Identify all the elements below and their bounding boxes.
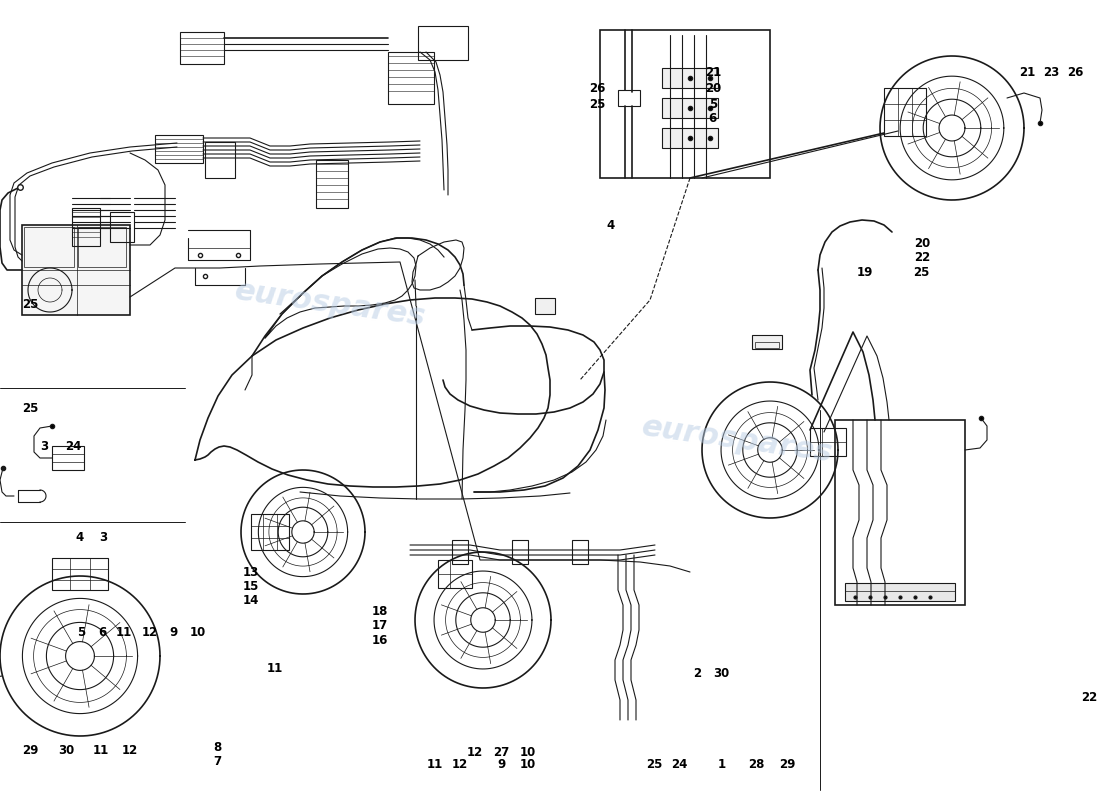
- Text: 11: 11: [267, 662, 283, 675]
- Text: 28: 28: [749, 758, 764, 771]
- Bar: [662, 128, 718, 148]
- Text: 9: 9: [169, 626, 178, 638]
- Text: 20: 20: [914, 237, 929, 250]
- Bar: [884, 88, 926, 136]
- Text: 30: 30: [714, 667, 729, 680]
- Bar: [155, 135, 204, 163]
- Text: 18: 18: [372, 605, 387, 618]
- Bar: [316, 160, 348, 208]
- Bar: [418, 26, 468, 60]
- Text: 9: 9: [497, 758, 506, 771]
- Bar: [72, 208, 100, 246]
- Text: 6: 6: [98, 626, 107, 638]
- Bar: [535, 298, 556, 314]
- Text: 12: 12: [452, 758, 468, 771]
- Text: 12: 12: [122, 744, 138, 757]
- Bar: [388, 52, 434, 104]
- Bar: [600, 30, 770, 178]
- Text: 14: 14: [243, 594, 258, 606]
- Text: 21: 21: [705, 66, 720, 78]
- Bar: [180, 32, 224, 64]
- Bar: [205, 142, 235, 178]
- Text: 3: 3: [99, 531, 108, 544]
- Bar: [845, 583, 955, 601]
- Text: 22: 22: [1081, 691, 1097, 704]
- Bar: [52, 446, 84, 470]
- Bar: [572, 540, 588, 564]
- Bar: [438, 560, 472, 588]
- Text: 12: 12: [468, 746, 483, 758]
- Bar: [22, 225, 130, 315]
- Text: 3: 3: [40, 440, 48, 453]
- Bar: [752, 335, 782, 349]
- Text: 19: 19: [857, 266, 872, 278]
- Text: 25: 25: [23, 298, 38, 310]
- Text: 13: 13: [243, 566, 258, 579]
- Text: 5: 5: [77, 626, 86, 638]
- Text: eurospares: eurospares: [639, 412, 835, 468]
- Text: 25: 25: [914, 266, 929, 278]
- Text: 23: 23: [1044, 66, 1059, 78]
- Bar: [810, 428, 846, 456]
- Text: 11: 11: [117, 626, 132, 638]
- Bar: [251, 514, 289, 550]
- Text: 20: 20: [705, 82, 720, 94]
- Text: 10: 10: [190, 626, 206, 638]
- Text: 27: 27: [494, 746, 509, 758]
- Text: 26: 26: [590, 82, 605, 94]
- Text: 26: 26: [1068, 66, 1084, 78]
- Text: 29: 29: [23, 744, 38, 757]
- Text: 12: 12: [142, 626, 157, 638]
- Bar: [452, 540, 468, 564]
- Text: 22: 22: [914, 251, 929, 264]
- Bar: [110, 212, 134, 242]
- Text: 10: 10: [520, 758, 536, 771]
- Text: 24: 24: [672, 758, 688, 771]
- Text: 24: 24: [66, 440, 81, 453]
- Bar: [24, 227, 74, 267]
- Text: 15: 15: [243, 580, 258, 593]
- Text: 4: 4: [75, 531, 84, 544]
- Text: 5: 5: [708, 98, 717, 110]
- Text: 11: 11: [94, 744, 109, 757]
- Text: 7: 7: [213, 755, 222, 768]
- Text: 25: 25: [23, 402, 38, 414]
- Text: 6: 6: [708, 112, 717, 125]
- Bar: [78, 227, 126, 267]
- Bar: [512, 540, 528, 564]
- Bar: [835, 420, 965, 605]
- Bar: [52, 558, 108, 590]
- Text: 8: 8: [213, 741, 222, 754]
- Text: 11: 11: [427, 758, 442, 771]
- Text: 17: 17: [372, 619, 387, 632]
- Bar: [755, 342, 779, 348]
- Bar: [618, 90, 640, 106]
- Text: 25: 25: [590, 98, 605, 110]
- Bar: [662, 68, 718, 88]
- Text: 1: 1: [717, 758, 726, 771]
- Text: 29: 29: [780, 758, 795, 771]
- Text: 2: 2: [693, 667, 702, 680]
- Text: 30: 30: [58, 744, 74, 757]
- Text: 21: 21: [1020, 66, 1035, 78]
- Text: 4: 4: [606, 219, 615, 232]
- Text: 10: 10: [520, 746, 536, 758]
- Text: eurospares: eurospares: [232, 276, 428, 332]
- Bar: [662, 98, 718, 118]
- Text: 25: 25: [647, 758, 662, 771]
- Text: 16: 16: [372, 634, 387, 646]
